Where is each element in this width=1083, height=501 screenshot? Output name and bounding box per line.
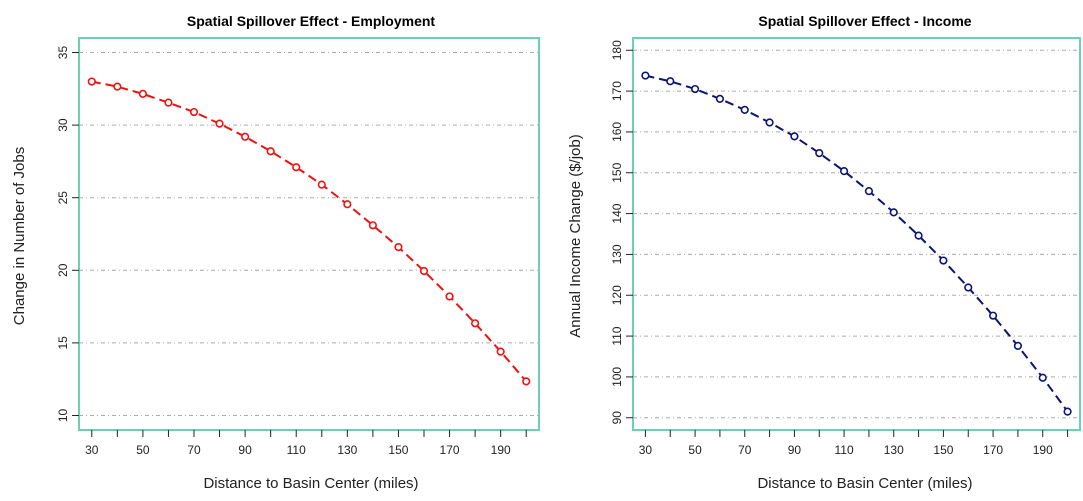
y-tick-label: 170 bbox=[610, 81, 624, 101]
data-point bbox=[740, 105, 749, 114]
data-point bbox=[241, 132, 250, 141]
y-tick-label: 110 bbox=[610, 326, 624, 345]
x-tick-label: 170 bbox=[440, 443, 460, 457]
x-tick-label: 150 bbox=[388, 443, 408, 457]
data-point bbox=[1038, 373, 1047, 382]
x-tick-label: 90 bbox=[238, 443, 252, 457]
data-point bbox=[641, 71, 650, 80]
data-point bbox=[471, 319, 480, 328]
x-tick-label: 70 bbox=[187, 443, 201, 457]
x-axis-label: Distance to Basin Center (miles) bbox=[757, 475, 972, 492]
chart-title: Spatial Spillover Effect - Income bbox=[758, 13, 971, 29]
data-point bbox=[864, 187, 874, 196]
data-point bbox=[939, 256, 948, 265]
y-tick-label: 15 bbox=[56, 336, 70, 350]
data-point bbox=[690, 84, 700, 94]
data-point bbox=[988, 311, 998, 320]
data-point bbox=[715, 94, 725, 103]
chart-title: Spatial Spillover Effect - Employment bbox=[187, 13, 436, 29]
x-tick-label: 70 bbox=[738, 443, 752, 457]
data-point bbox=[765, 118, 774, 127]
data-point bbox=[419, 266, 429, 276]
data-point bbox=[164, 98, 173, 107]
y-tick-label: 90 bbox=[610, 411, 624, 425]
data-point bbox=[1013, 341, 1023, 350]
x-tick-label: 170 bbox=[983, 443, 1003, 457]
data-point bbox=[87, 77, 96, 86]
y-tick-label: 150 bbox=[610, 162, 624, 182]
data-point bbox=[266, 147, 275, 156]
y-axis-label: Annual Income Change ($/job) bbox=[567, 134, 584, 337]
data-point bbox=[815, 149, 824, 158]
data-point bbox=[189, 107, 199, 117]
y-tick-label: 30 bbox=[56, 118, 70, 132]
data-point bbox=[914, 231, 923, 240]
y-tick-label: 100 bbox=[610, 367, 624, 387]
y-tick-label: 180 bbox=[610, 40, 624, 60]
x-axis-label: Distance to Basin Center (miles) bbox=[203, 475, 418, 492]
data-point bbox=[445, 292, 454, 301]
data-point bbox=[113, 82, 122, 91]
y-axis-label: Change in Number of Jobs bbox=[11, 147, 28, 325]
x-tick-label: 30 bbox=[85, 443, 99, 457]
data-point bbox=[343, 200, 352, 209]
data-point bbox=[790, 132, 799, 141]
data-point bbox=[368, 221, 377, 230]
y-tick-label: 20 bbox=[56, 263, 70, 277]
x-tick-label: 50 bbox=[688, 443, 702, 457]
y-tick-label: 140 bbox=[610, 203, 624, 223]
x-tick-label: 50 bbox=[136, 443, 150, 457]
y-tick-label: 120 bbox=[610, 285, 624, 305]
y-tick-label: 160 bbox=[610, 122, 624, 142]
data-point bbox=[317, 180, 326, 189]
y-tick-label: 130 bbox=[610, 244, 624, 264]
data-point bbox=[1063, 407, 1072, 416]
plot-frame bbox=[632, 37, 1081, 431]
y-tick-label: 25 bbox=[56, 191, 70, 205]
series-line bbox=[645, 74, 1069, 413]
income-chart: Spatial Spillover Effect - Income Distan… bbox=[567, 13, 1081, 492]
plot-frame bbox=[78, 37, 540, 431]
y-tick-label: 10 bbox=[56, 408, 70, 422]
x-tick-label: 90 bbox=[788, 443, 802, 457]
y-tick-label: 35 bbox=[56, 46, 70, 60]
data-point bbox=[964, 283, 973, 292]
data-point bbox=[889, 208, 898, 217]
data-point bbox=[394, 242, 403, 252]
x-tick-label: 150 bbox=[933, 443, 953, 457]
x-tick-label: 130 bbox=[884, 443, 904, 457]
data-point bbox=[839, 167, 849, 176]
data-point bbox=[215, 119, 224, 128]
data-point bbox=[666, 77, 675, 86]
x-tick-label: 130 bbox=[337, 443, 357, 457]
data-point bbox=[138, 89, 147, 98]
x-tick-label: 110 bbox=[287, 443, 306, 457]
series-line bbox=[91, 80, 527, 383]
x-tick-label: 110 bbox=[835, 443, 854, 457]
employment-chart: Spatial Spillover Effect - Employment Di… bbox=[11, 13, 540, 492]
x-tick-label: 190 bbox=[1033, 443, 1053, 457]
data-point bbox=[522, 377, 531, 386]
x-tick-label: 190 bbox=[491, 443, 511, 457]
data-point bbox=[496, 347, 505, 356]
data-point bbox=[292, 163, 301, 172]
x-tick-label: 30 bbox=[639, 443, 653, 457]
